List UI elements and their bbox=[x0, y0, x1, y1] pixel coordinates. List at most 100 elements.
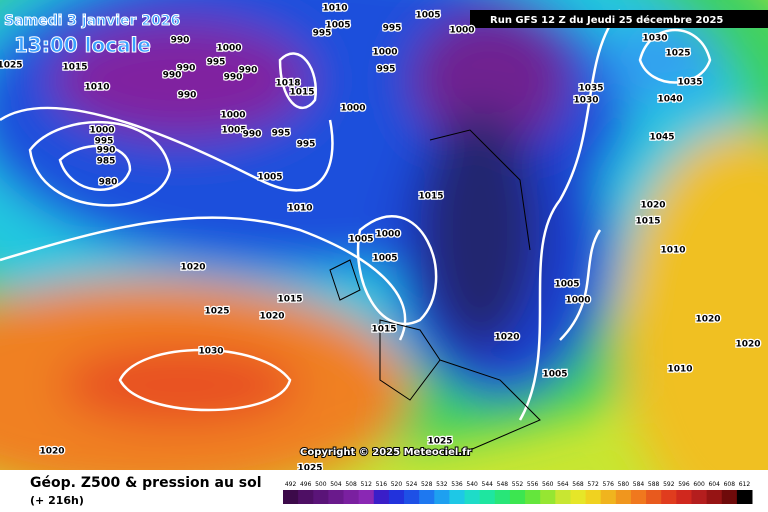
colorbar-cell bbox=[555, 490, 571, 504]
colorbar-cell bbox=[736, 490, 753, 504]
isobar-label: 1000 bbox=[565, 296, 590, 306]
isobar-label: 1010 bbox=[84, 83, 109, 93]
colorbar-cell bbox=[328, 490, 345, 504]
isobar-label: 995 bbox=[313, 29, 332, 39]
colorbar-cell bbox=[615, 490, 632, 504]
isobar-label: 1000 bbox=[340, 104, 365, 114]
colorbar-cell bbox=[691, 490, 708, 504]
isobar-label: 990 bbox=[177, 64, 196, 74]
colorbar-label: 588 bbox=[648, 481, 660, 488]
colorbar-cell bbox=[419, 490, 435, 504]
colorbar-cell bbox=[388, 490, 405, 504]
isobar-label: 1035 bbox=[677, 78, 702, 88]
colorbar-label: 600 bbox=[693, 481, 705, 488]
colorbar-cell bbox=[464, 490, 481, 504]
isobar-label: 1020 bbox=[39, 447, 64, 457]
isobar-label: 1025 bbox=[204, 307, 229, 317]
isobar-label: 1000 bbox=[216, 44, 241, 54]
colorbar-cell bbox=[646, 490, 662, 504]
colorbar-label: 576 bbox=[603, 481, 615, 488]
isobar-label: 995 bbox=[207, 58, 226, 68]
colorbar-label: 568 bbox=[572, 481, 584, 488]
run-info: Run GFS 12 Z du Jeudi 25 décembre 2025 bbox=[490, 14, 723, 26]
colorbar-cell bbox=[404, 490, 420, 504]
colorbar-cell bbox=[494, 490, 511, 504]
colorbar-label: 592 bbox=[663, 481, 675, 488]
colorbar-cell bbox=[585, 490, 602, 504]
isobar-label: 1000 bbox=[89, 126, 114, 136]
isobar-label: 1015 bbox=[371, 325, 396, 335]
colorbar-label: 596 bbox=[678, 481, 690, 488]
isobar-label: 990 bbox=[97, 146, 116, 156]
isobar-label: 1040 bbox=[657, 95, 682, 105]
copyright: Copyright © 2025 Meteociel.fr bbox=[300, 447, 471, 458]
isobar-label: 985 bbox=[97, 157, 116, 167]
colorbar: 492 496 500 504 508 512 516 520 524 528 532 536 540 5… bbox=[283, 481, 753, 504]
isobar-label: 990 bbox=[171, 36, 190, 46]
footer-lead: (+ 216h) bbox=[30, 494, 84, 507]
forecast-date: Samedi 3 janvier 2026 bbox=[4, 13, 180, 29]
isobar-label: 1005 bbox=[415, 11, 440, 21]
isobar-label: 1018 bbox=[275, 79, 300, 89]
isobar-label: 1025 bbox=[665, 49, 690, 59]
isobar-label: 1005 bbox=[221, 126, 246, 136]
isobar-label: 1025 bbox=[0, 61, 23, 71]
isobar-label: 995 bbox=[377, 65, 396, 75]
isobar-label: 1000 bbox=[372, 48, 397, 58]
isobar-label: 1020 bbox=[259, 312, 284, 322]
isobar-label: 1015 bbox=[635, 217, 660, 227]
colorbar-label: 504 bbox=[330, 481, 342, 488]
isobar-label: 1015 bbox=[418, 192, 443, 202]
isobar-label: 1015 bbox=[277, 295, 302, 305]
isobar-label: 990 bbox=[239, 66, 258, 76]
colorbar-label: 528 bbox=[421, 481, 433, 488]
isobar-label: 990 bbox=[243, 130, 262, 140]
colorbar-cell bbox=[721, 490, 738, 504]
isobar-label: 995 bbox=[95, 137, 114, 147]
isobar-label: 1020 bbox=[640, 201, 665, 211]
isobar-label: 1010 bbox=[287, 204, 312, 214]
colorbar-cell bbox=[509, 490, 526, 504]
colorbar-label: 532 bbox=[436, 481, 448, 488]
colorbar-cell bbox=[570, 490, 587, 504]
colorbar-cell bbox=[479, 490, 496, 504]
colorbar-cell bbox=[283, 490, 299, 504]
isobar-label: 1035 bbox=[578, 84, 603, 94]
isobar-label: 1010 bbox=[667, 365, 692, 375]
colorbar-cell bbox=[358, 490, 375, 504]
isobar-label: 1025 bbox=[427, 437, 452, 447]
isobar-label: 995 bbox=[272, 129, 291, 139]
colorbar-label: 608 bbox=[724, 481, 736, 488]
isobar-label: 1005 bbox=[325, 21, 350, 31]
colorbar-label: 516 bbox=[376, 481, 388, 488]
isobar-label: 1000 bbox=[220, 111, 245, 121]
isobar-label: 990 bbox=[163, 71, 182, 81]
isobar-label: 990 bbox=[224, 73, 243, 83]
colorbar-label: 540 bbox=[466, 481, 478, 488]
colorbar-label: 580 bbox=[618, 481, 630, 488]
isobar-label: 1000 bbox=[449, 26, 474, 36]
isobar-label: 1020 bbox=[735, 340, 760, 350]
colorbar-cell bbox=[630, 490, 647, 504]
colorbar-cell bbox=[661, 490, 677, 504]
colorbar-label: 544 bbox=[482, 481, 494, 488]
colorbar-cell bbox=[540, 490, 556, 504]
isobar-label: 995 bbox=[383, 24, 402, 34]
colorbar-cell bbox=[313, 490, 329, 504]
colorbar-cell bbox=[676, 490, 692, 504]
isobar-label: 1020 bbox=[494, 333, 519, 343]
colorbar-label: 536 bbox=[451, 481, 463, 488]
isobar-label: 1015 bbox=[289, 88, 314, 98]
isobar-label: 1030 bbox=[642, 34, 667, 44]
colorbar-cell bbox=[298, 490, 314, 504]
colorbar-label: 508 bbox=[345, 481, 357, 488]
colorbar-label: 572 bbox=[587, 481, 599, 488]
isobar-label: 1005 bbox=[554, 280, 579, 290]
colorbar-cell bbox=[373, 490, 390, 504]
isobar-label: 980 bbox=[99, 178, 118, 188]
isobar-label: 1010 bbox=[322, 4, 347, 14]
isobar-label: 1005 bbox=[372, 254, 397, 264]
isobar-label: 1015 bbox=[62, 63, 87, 73]
